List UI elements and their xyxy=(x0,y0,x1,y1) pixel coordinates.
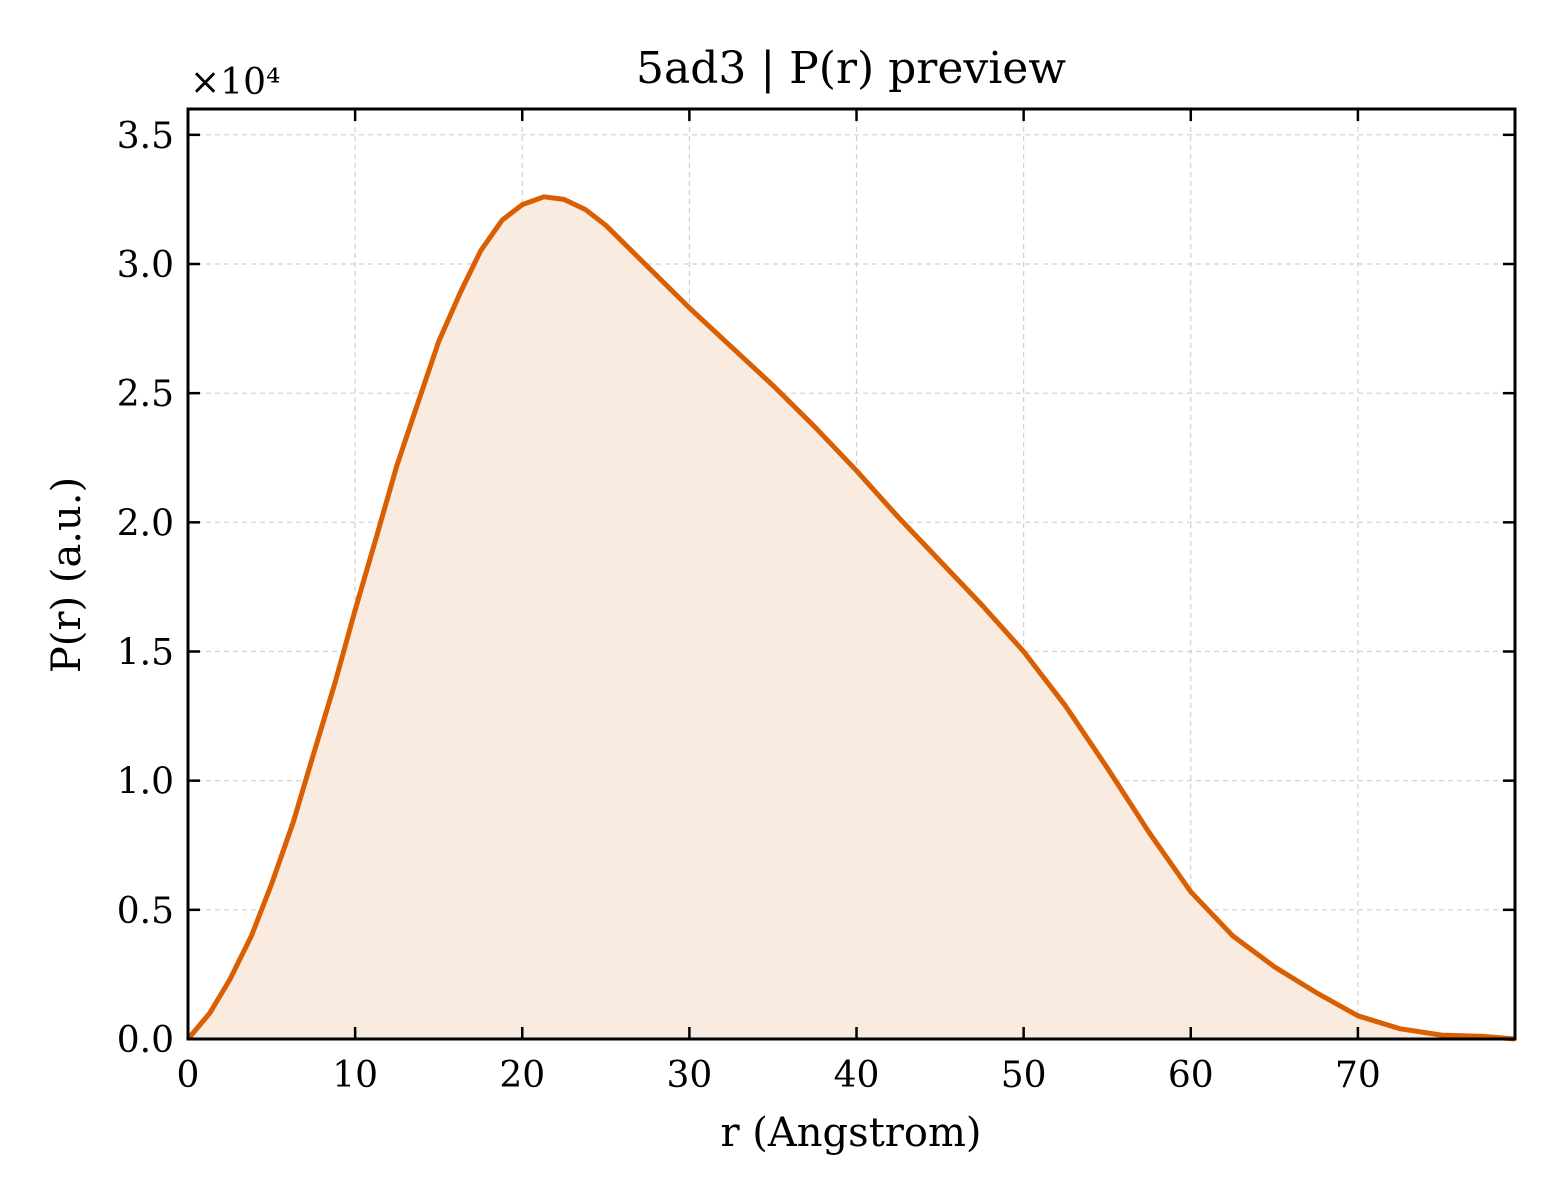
x-tick-label-4: 40 xyxy=(834,1055,880,1096)
x-tick-label-6: 60 xyxy=(1168,1055,1214,1096)
x-tick-label-5: 50 xyxy=(1001,1055,1047,1096)
y-tick-label-1: 0.5 xyxy=(117,891,174,932)
axis-ticks: 0 10 20 30 40 50 60 70 0.0 0.5 1.0 1.5 2.0 2.5 3.0 3.5 xyxy=(117,109,1515,1096)
x-tick-label-3: 30 xyxy=(666,1055,712,1096)
plot-frame xyxy=(186,107,1517,1041)
y-tick-label-4: 2.0 xyxy=(117,503,174,544)
y-multiplier-label: ×10⁴ xyxy=(190,62,280,103)
x-tick-label-1: 10 xyxy=(332,1055,378,1096)
x-tick-label-0: 0 xyxy=(177,1055,200,1096)
y-tick-label-3: 1.5 xyxy=(117,633,174,674)
chart-title: 5ad3 | P(r) preview xyxy=(636,43,1066,94)
x-axis-label: r (Angstrom) xyxy=(720,1110,981,1156)
series-line xyxy=(186,194,1516,1042)
y-tick-label-5: 2.5 xyxy=(117,374,174,415)
y-tick-label-6: 3.0 xyxy=(117,245,174,286)
area-fill xyxy=(188,196,1515,1040)
y-tick-label-7: 3.5 xyxy=(117,116,174,157)
y-tick-label-0: 0.0 xyxy=(117,1020,174,1061)
y-tick-label-2: 1.0 xyxy=(117,762,174,803)
x-tick-label-2: 20 xyxy=(499,1055,545,1096)
x-tick-label-7: 70 xyxy=(1335,1055,1381,1096)
y-axis-label: P(r) (a.u.) xyxy=(44,477,90,673)
